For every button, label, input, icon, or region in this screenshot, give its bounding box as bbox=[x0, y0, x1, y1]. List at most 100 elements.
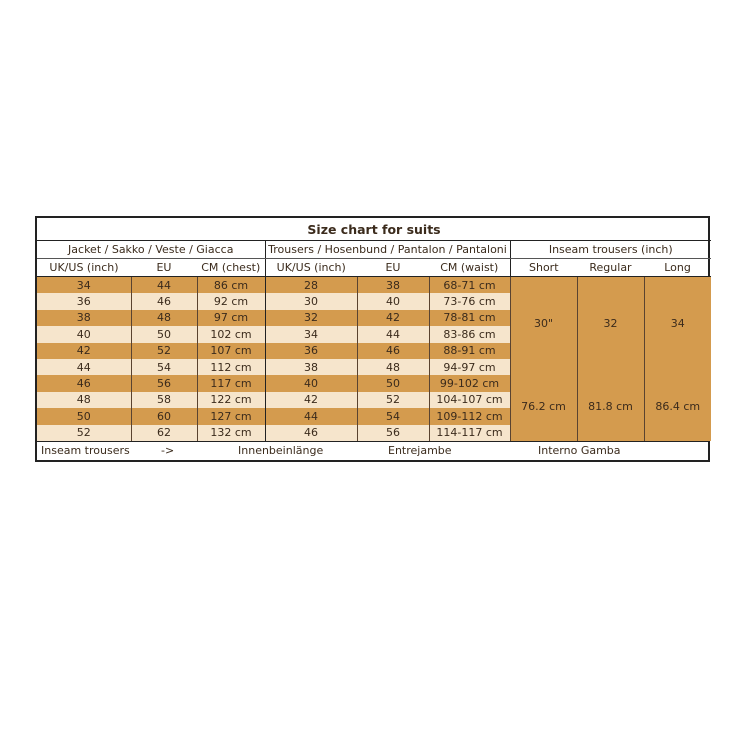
col-header: CM (chest) bbox=[197, 258, 265, 277]
table-cell: 48 bbox=[130, 309, 197, 327]
table-cell: 117 cm bbox=[196, 375, 265, 392]
table-cell: 38 bbox=[264, 358, 357, 376]
table-cell: 50 bbox=[356, 375, 429, 392]
table-cell: 78-81 cm bbox=[428, 309, 510, 327]
table-cell: 44 bbox=[37, 358, 131, 376]
table-cell: 48 bbox=[356, 358, 429, 376]
col-header: CM (waist) bbox=[429, 258, 510, 277]
table-row: 42 52 107 cm 36 46 88-91 cm bbox=[37, 342, 711, 359]
footer-italian: Interno Gamba bbox=[538, 443, 621, 457]
table-cell: 42 bbox=[37, 342, 131, 359]
table-cell: 50 bbox=[37, 408, 131, 425]
table-cell: 83-86 cm bbox=[428, 326, 510, 343]
table-row: 44 54 112 cm 38 48 94-97 cm bbox=[37, 358, 711, 376]
table-cell: 34 bbox=[264, 326, 357, 343]
table-cell: 60 bbox=[130, 408, 197, 425]
table-cell: 56 bbox=[130, 375, 197, 392]
table-cell: 92 cm bbox=[196, 293, 265, 310]
col-header: EU bbox=[131, 258, 197, 277]
table-row: 38 48 97 cm 32 42 78-81 cm bbox=[37, 309, 711, 327]
col-header: UK/US (inch) bbox=[37, 258, 131, 277]
table-cell: 40 bbox=[264, 375, 357, 392]
col-header: UK/US (inch) bbox=[264, 258, 357, 277]
table-cell: 52 bbox=[356, 391, 429, 409]
table-row: 34 44 86 cm 28 38 68-71 cm 30" 76.2 cm 32 81.8 cm… bbox=[37, 276, 712, 441]
table-cell: 109-112 cm bbox=[428, 408, 510, 425]
table-cell: 36 bbox=[37, 293, 131, 310]
table-cell: 44 bbox=[356, 326, 429, 343]
footer-row: Inseam trousers -> Innenbeinlänge Entrej… bbox=[37, 440, 708, 460]
table-cell: 38 bbox=[37, 309, 131, 327]
table-cell: 54 bbox=[356, 408, 429, 425]
table-cell: 28 bbox=[264, 276, 357, 294]
table-cell: 46 bbox=[37, 375, 131, 392]
footer-french: Entrejambe bbox=[388, 443, 452, 457]
table-cell: 48 bbox=[37, 391, 131, 409]
inseam-regular-inch: 32 bbox=[603, 317, 618, 330]
inseam-long-cell: 34 86.4 cm bbox=[643, 276, 712, 441]
inseam-short-inch: 30" bbox=[533, 317, 554, 330]
table-cell: 112 cm bbox=[196, 358, 265, 376]
table-cell: 46 bbox=[130, 293, 197, 310]
table-cell: 99-102 cm bbox=[428, 375, 510, 392]
table-cell: 44 bbox=[130, 276, 197, 294]
footer-label: Inseam trousers bbox=[41, 443, 130, 457]
table-cell: 52 bbox=[130, 342, 197, 359]
table-cell: 40 bbox=[356, 293, 429, 310]
group-inseam: Inseam trousers (inch) bbox=[509, 240, 712, 259]
table-cell: 68-71 cm bbox=[428, 276, 510, 294]
table-cell: 36 bbox=[264, 342, 357, 359]
col-header: Regular bbox=[577, 258, 644, 277]
inseam-regular-cm: 81.8 cm bbox=[588, 400, 633, 413]
table-cell: 122 cm bbox=[196, 391, 265, 409]
inseam-long-cm: 86.4 cm bbox=[655, 400, 701, 413]
col-header: Short bbox=[509, 258, 577, 277]
footer-german: Innenbeinlänge bbox=[238, 443, 324, 457]
table-cell: 104-107 cm bbox=[428, 391, 510, 409]
chart-title: Size chart for suits bbox=[37, 218, 712, 241]
inseam-regular-cell: 32 81.8 cm bbox=[576, 276, 644, 441]
table-cell: 42 bbox=[264, 391, 357, 409]
size-table: Size chart for suits Jacket / Sakko / Ve… bbox=[37, 218, 712, 441]
table-row: 36 46 92 cm 30 40 73-76 cm bbox=[37, 293, 711, 310]
size-chart: Size chart for suits Jacket / Sakko / Ve… bbox=[35, 216, 712, 462]
table-cell: 114-117 cm bbox=[428, 424, 510, 441]
inseam-short-cell: 30" 76.2 cm bbox=[509, 276, 577, 441]
inseam-long-inch: 34 bbox=[670, 317, 685, 330]
table-cell: 40 bbox=[37, 326, 131, 343]
table-cell: 34 bbox=[37, 276, 131, 294]
table-cell: 73-76 cm bbox=[428, 293, 510, 310]
table-cell: 54 bbox=[130, 358, 197, 376]
table-cell: 32 bbox=[264, 309, 357, 327]
footer-arrow: -> bbox=[161, 443, 175, 457]
table-cell: 86 cm bbox=[196, 276, 265, 294]
table-cell: 46 bbox=[264, 424, 357, 441]
table-cell: 30 bbox=[264, 293, 357, 310]
table-row: 46 56 117 cm 40 50 99-102 cm bbox=[37, 375, 711, 392]
table-cell: 107 cm bbox=[196, 342, 265, 359]
table-row: 48 58 122 cm 42 52 104-107 cm bbox=[37, 391, 711, 409]
col-header: EU bbox=[357, 258, 429, 277]
table-cell: 56 bbox=[356, 424, 429, 441]
table-cell: 97 cm bbox=[196, 309, 265, 327]
group-jacket: Jacket / Sakko / Veste / Giacca bbox=[37, 240, 265, 259]
table-cell: 127 cm bbox=[196, 408, 265, 425]
table-row: 52 62 132 cm 46 56 114-117 cm bbox=[37, 424, 711, 441]
col-header: Long bbox=[644, 258, 712, 277]
table-cell: 94-97 cm bbox=[428, 358, 510, 376]
table-cell: 44 bbox=[264, 408, 357, 425]
table-row: 50 60 127 cm 44 54 109-112 cm bbox=[37, 408, 711, 425]
table-cell: 38 bbox=[356, 276, 429, 294]
table-cell: 42 bbox=[356, 309, 429, 327]
table-cell: 102 cm bbox=[196, 326, 265, 343]
table-cell: 88-91 cm bbox=[428, 342, 510, 359]
group-trousers: Trousers / Hosenbund / Pantalon / Pantal… bbox=[264, 240, 510, 259]
table-cell: 50 bbox=[130, 326, 197, 343]
table-row: 40 50 102 cm 34 44 83-86 cm bbox=[37, 326, 711, 343]
inseam-short-cm: 76.2 cm bbox=[521, 400, 566, 413]
table-cell: 62 bbox=[130, 424, 197, 441]
table-cell: 52 bbox=[37, 424, 131, 441]
table-cell: 46 bbox=[356, 342, 429, 359]
table-cell: 132 cm bbox=[196, 424, 265, 441]
table-cell: 58 bbox=[130, 391, 197, 409]
